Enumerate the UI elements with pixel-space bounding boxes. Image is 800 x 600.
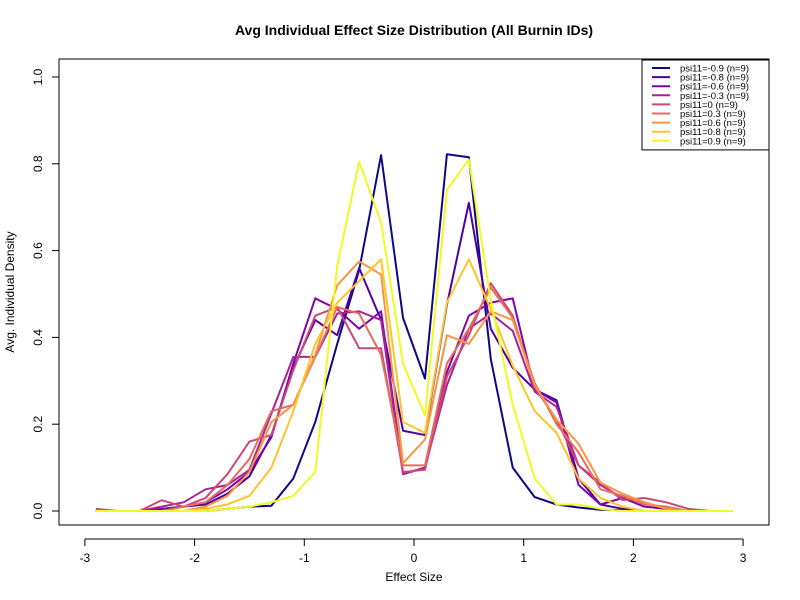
y-axis-label: Avg. Individual Density [3,231,17,352]
series-line-7 [95,258,733,512]
axes: -3 -2 -1 0 1 2 3 0.0 0.2 0.4 0.6 0.8 1.0 [31,68,747,564]
legend-entry-label: psi11=-0.8 (n=9) [680,73,749,84]
series-line-3 [95,310,733,512]
series-line-5 [95,286,733,512]
legend-entry-label: psi11=0.9 (n=9) [680,136,746,147]
series-layer [95,153,733,512]
series-line-4 [95,282,733,512]
series-line-8 [95,158,733,512]
x-tick-label: -2 [189,551,200,565]
x-tick-label: 3 [740,551,747,565]
y-tick-label: 0.2 [31,416,45,433]
legend-entry-label: psi11=0.8 (n=9) [680,127,746,138]
legend-entry-label: psi11=0 (n=9) [680,100,738,111]
chart-title: Avg Individual Effect Size Distribution … [235,22,593,38]
legend-entry-label: psi11=0.6 (n=9) [680,118,746,129]
y-tick-label: 0.8 [31,155,45,172]
legend: psi11=-0.9 (n=9)psi11=-0.8 (n=9)psi11=-0… [641,59,770,151]
x-tick-label: 0 [411,551,418,565]
legend-entry-label: psi11=-0.9 (n=9) [680,64,749,75]
legend-entry-label: psi11=-0.3 (n=9) [680,91,749,102]
x-axis-label: Effect Size [385,570,442,584]
y-tick-label: 0.0 [31,502,45,519]
x-tick-label: 1 [520,551,527,565]
legend-entry-label: psi11=-0.6 (n=9) [680,82,749,93]
x-tick-label: 2 [630,551,637,565]
x-tick-label: -3 [80,551,91,565]
series-line-0 [95,153,733,512]
series-line-2 [95,297,733,512]
y-tick-label: 0.4 [31,329,45,346]
x-tick-label: -1 [299,551,310,565]
y-tick-label: 1.0 [31,68,45,85]
y-tick-label: 0.6 [31,242,45,259]
series-line-1 [95,201,733,512]
legend-entry-label: psi11=0.3 (n=9) [680,109,746,120]
series-line-6 [95,260,733,512]
